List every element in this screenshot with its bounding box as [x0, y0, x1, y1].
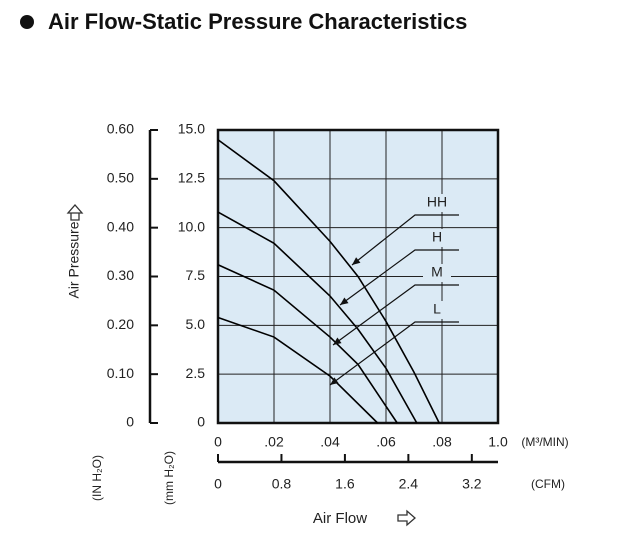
- legend-label: H: [432, 229, 442, 245]
- series-line: [217, 316, 379, 424]
- x2-tick-label: 2.4: [399, 476, 419, 492]
- y2-tick-label: 0: [126, 414, 134, 430]
- y-tick-label: 10.0: [178, 218, 205, 234]
- x-tick-label: .02: [264, 434, 284, 450]
- x2-tick-label: 1.6: [335, 476, 355, 492]
- leader-arrow: [352, 257, 361, 265]
- x-arrow: [397, 509, 416, 527]
- leader-arrow: [333, 337, 342, 345]
- y-tick-label: 5.0: [186, 316, 206, 332]
- y2-tick-label: 0.40: [107, 218, 134, 234]
- y-tick-label: 2.5: [186, 365, 206, 381]
- y-tick-label: 12.5: [178, 170, 205, 186]
- bullet: [20, 15, 34, 29]
- y-tick-label: 0: [197, 414, 205, 430]
- y2-tick-label: 0.30: [107, 267, 134, 283]
- label-bg: [423, 264, 451, 282]
- leader-line: [332, 284, 459, 346]
- x2-tick-label: 0: [214, 476, 222, 492]
- leader-line: [339, 249, 459, 306]
- leader-arrow: [330, 377, 339, 385]
- leader-line: [351, 214, 459, 266]
- series-line: [217, 139, 440, 424]
- y2-tick-label: 0.60: [107, 121, 134, 137]
- series-line: [217, 264, 398, 424]
- x-tick-label: .08: [432, 434, 452, 450]
- y-arrow: [66, 204, 84, 221]
- legend-label: M: [431, 264, 443, 280]
- leader-arrow: [340, 297, 349, 305]
- legend-label: HH: [427, 194, 447, 210]
- label-bg: [423, 229, 451, 247]
- x-unit: (M³/MIN): [521, 435, 568, 449]
- x-tick-label: 1.0: [488, 434, 508, 450]
- plot-border: [216, 128, 500, 425]
- y-tick-label: 15.0: [178, 121, 205, 137]
- y2-tick-label: 0.50: [107, 170, 134, 186]
- y-unit: (mm H₂O): [162, 451, 176, 505]
- x-tick-label: 0: [214, 434, 222, 450]
- x-tick-label: .06: [376, 434, 396, 450]
- label-bg: [423, 301, 451, 319]
- x-tick-label: .04: [320, 434, 340, 450]
- x2-tick-label: 3.2: [462, 476, 482, 492]
- x2-unit: (CFM): [531, 477, 565, 491]
- series-line: [217, 211, 418, 424]
- x-axis-label: Air Flow: [313, 510, 367, 527]
- chart-title: Air Flow-Static Pressure Characteristics: [48, 9, 467, 34]
- y2-unit: (IN H₂O): [90, 455, 104, 501]
- x2-tick-label: 0.8: [272, 476, 292, 492]
- y-axis-label: Air Pressure: [66, 221, 82, 298]
- leader-line: [329, 321, 459, 386]
- y-tick-label: 7.5: [186, 267, 206, 283]
- y2-tick-label: 0.20: [107, 316, 134, 332]
- legend-label: L: [433, 301, 441, 317]
- label-bg: [423, 194, 451, 212]
- y2-tick-label: 0.10: [107, 365, 134, 381]
